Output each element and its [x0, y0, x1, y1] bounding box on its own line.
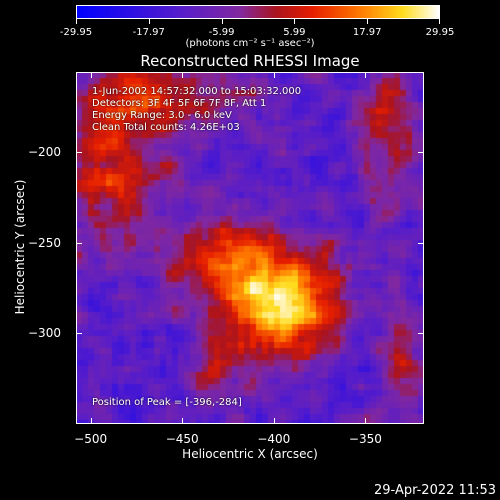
x-tick-mark [365, 418, 367, 424]
x-tick-mark [365, 72, 367, 78]
y-axis-label: Heliocentric Y (arcsec) [13, 179, 27, 315]
y-tick-mark [418, 333, 424, 335]
colorbar-tick-label: 5.99 [283, 27, 306, 38]
annotation-time-range: 1-Jun-2002 14:57:32.000 to 15:03:32.000 [92, 86, 302, 97]
colorbar-tick-label: 29.95 [425, 27, 455, 38]
x-tick-label: −400 [257, 432, 291, 446]
x-tick-label: −350 [348, 432, 382, 446]
x-tick-mark [273, 418, 275, 424]
timestamp: 29-Apr-2022 11:53 [374, 483, 496, 498]
colorbar [76, 5, 440, 19]
colorbar-tick-label: 17.97 [352, 27, 382, 38]
colorbar-unit: (photons cm⁻² s⁻¹ asec⁻²) [185, 38, 315, 49]
colorbar-tick-mark [76, 19, 77, 24]
x-tick-mark [182, 72, 184, 78]
y-tick-mark [418, 242, 424, 244]
y-tick-mark [418, 151, 424, 153]
y-tick-label: −300 [28, 326, 61, 341]
x-tick-mark [90, 72, 92, 78]
colorbar-tick-mark [221, 19, 223, 24]
colorbar-tick-label: -29.95 [59, 27, 93, 38]
heatmap-image [76, 72, 424, 424]
colorbar-tick-mark [148, 19, 150, 24]
y-tick-mark [76, 333, 82, 335]
colorbar-tick-mark [439, 19, 440, 24]
x-tick-label: −500 [74, 432, 108, 446]
plot-frame [76, 72, 424, 424]
annotation-clean-counts: Clean Total counts: 4.26E+03 [92, 122, 240, 133]
colorbar-tick-mark [367, 19, 369, 24]
x-axis-label: Heliocentric X (arcsec) [182, 447, 318, 461]
colorbar-tick-mark [294, 19, 296, 24]
colorbar-tick-label: -17.97 [132, 27, 165, 38]
annotation-energy-range: Energy Range: 3.0 - 6.0 keV [92, 110, 232, 121]
y-tick-mark [76, 242, 82, 244]
y-tick-label: −200 [28, 144, 61, 159]
x-tick-mark [182, 418, 184, 424]
x-tick-label: −450 [165, 432, 199, 446]
y-tick-label: −250 [28, 235, 61, 250]
annotation-detectors: Detectors: 3F 4F 5F 6F 7F 8F, Att 1 [92, 98, 267, 109]
colorbar-tick-label: -5.99 [208, 27, 235, 38]
x-tick-mark [273, 72, 275, 78]
annotation-peak-position: Position of Peak = [-396,-284] [92, 397, 242, 408]
x-tick-mark [90, 418, 92, 424]
y-tick-mark [76, 151, 82, 153]
chart-title: Reconstructed RHESSI Image [140, 52, 360, 70]
